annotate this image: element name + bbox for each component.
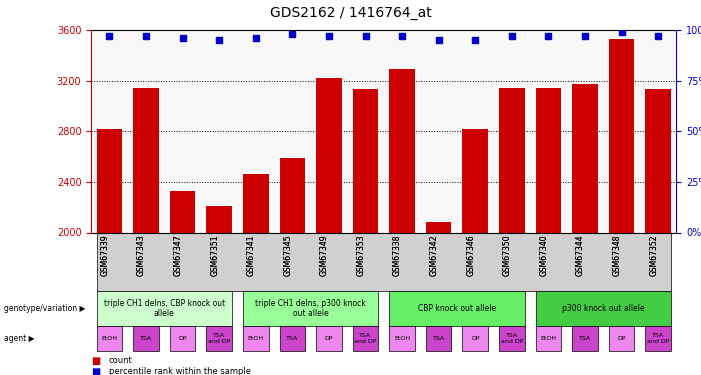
Bar	[608, 39, 634, 232]
Bar	[646, 90, 671, 232]
Text: GSM67350: GSM67350	[503, 234, 512, 276]
Text: GSM67353: GSM67353	[357, 234, 365, 276]
Text: GSM67339: GSM67339	[100, 234, 109, 276]
Text: GSM67340: GSM67340	[540, 234, 548, 276]
Text: GSM67346: GSM67346	[466, 234, 475, 276]
Text: GSM67345: GSM67345	[283, 234, 292, 276]
Text: DP: DP	[178, 336, 187, 341]
Text: GSM67346: GSM67346	[466, 234, 475, 276]
Bar	[389, 69, 415, 232]
Text: GSM67352: GSM67352	[649, 234, 658, 276]
Bar	[572, 84, 598, 232]
Bar	[206, 206, 232, 232]
Text: GSM67338: GSM67338	[393, 234, 402, 276]
Text: percentile rank within the sample: percentile rank within the sample	[109, 368, 251, 375]
Text: GSM67350: GSM67350	[503, 234, 512, 276]
Text: GSM67345: GSM67345	[283, 234, 292, 276]
Text: GSM67349: GSM67349	[320, 234, 329, 276]
Text: GSM67339: GSM67339	[100, 234, 109, 276]
Text: TSA
and DP: TSA and DP	[647, 333, 669, 344]
Text: CBP knock out allele: CBP knock out allele	[418, 304, 496, 313]
Text: DP: DP	[618, 336, 626, 341]
Text: GSM67351: GSM67351	[210, 234, 219, 276]
Text: TSA
and DP: TSA and DP	[354, 333, 376, 344]
Text: TSA: TSA	[579, 336, 591, 341]
Bar	[97, 129, 122, 232]
Text: EtOH: EtOH	[394, 336, 410, 341]
Text: DP: DP	[471, 336, 479, 341]
Text: EtOH: EtOH	[102, 336, 118, 341]
Text: triple CH1 delns, p300 knock
out allele: triple CH1 delns, p300 knock out allele	[255, 299, 366, 318]
Text: TSA
and DP: TSA and DP	[208, 333, 231, 344]
Bar	[133, 88, 159, 232]
Text: DP: DP	[325, 336, 333, 341]
Text: GSM67341: GSM67341	[247, 234, 256, 276]
Text: EtOH: EtOH	[540, 336, 557, 341]
Bar	[243, 174, 268, 232]
Text: GDS2162 / 1416764_at: GDS2162 / 1416764_at	[270, 6, 431, 20]
Text: p300 knock out allele: p300 knock out allele	[562, 304, 645, 313]
Bar	[353, 90, 379, 232]
Text: TSA
and DP: TSA and DP	[501, 333, 523, 344]
Text: GSM67342: GSM67342	[430, 234, 439, 276]
Text: TSA: TSA	[286, 336, 299, 341]
Text: GSM67351: GSM67351	[210, 234, 219, 276]
Bar	[170, 191, 196, 232]
Text: GSM67338: GSM67338	[393, 234, 402, 276]
Text: agent ▶: agent ▶	[4, 334, 34, 343]
Text: GSM67341: GSM67341	[247, 234, 256, 276]
Text: genotype/variation ▶: genotype/variation ▶	[4, 304, 85, 313]
Text: GSM67348: GSM67348	[613, 234, 622, 276]
Bar	[426, 222, 451, 232]
Bar	[463, 129, 488, 232]
Text: GSM67340: GSM67340	[540, 234, 548, 276]
Text: triple CH1 delns, CBP knock out
allele: triple CH1 delns, CBP knock out allele	[104, 299, 225, 318]
Text: GSM67343: GSM67343	[137, 234, 146, 276]
Text: TSA: TSA	[433, 336, 444, 341]
Text: TSA: TSA	[140, 336, 152, 341]
Text: ■: ■	[91, 356, 100, 366]
Bar	[316, 78, 341, 232]
Text: GSM67348: GSM67348	[613, 234, 622, 276]
Text: GSM67344: GSM67344	[576, 234, 585, 276]
Text: GSM67352: GSM67352	[649, 234, 658, 276]
Bar	[280, 158, 305, 232]
Text: GSM67353: GSM67353	[357, 234, 365, 276]
Text: EtOH: EtOH	[247, 336, 264, 341]
Text: ■: ■	[91, 368, 100, 375]
Text: GSM67347: GSM67347	[174, 234, 182, 276]
Text: GSM67343: GSM67343	[137, 234, 146, 276]
Text: GSM67342: GSM67342	[430, 234, 439, 276]
Text: GSM67347: GSM67347	[174, 234, 182, 276]
Text: GSM67349: GSM67349	[320, 234, 329, 276]
Text: count: count	[109, 356, 132, 365]
Bar	[499, 88, 524, 232]
Bar	[536, 88, 562, 232]
Text: GSM67344: GSM67344	[576, 234, 585, 276]
